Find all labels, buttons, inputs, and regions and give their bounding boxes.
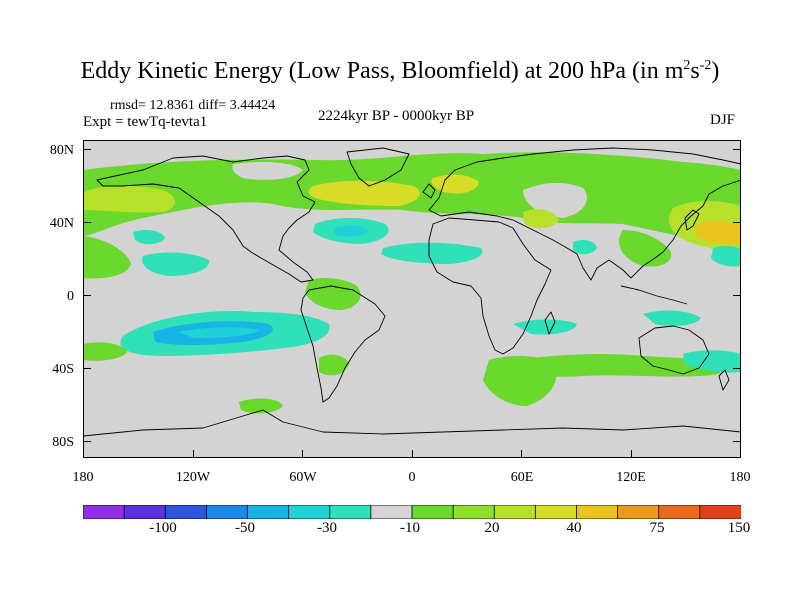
lon-label-120w: 120W: [175, 470, 211, 485]
anomaly-field: [83, 152, 741, 414]
north-america-outline: [96, 155, 316, 283]
colorbar-swatch: [534, 505, 578, 519]
lat-label-eq: 0: [67, 289, 74, 304]
rmsd-stats: rmsd= 12.8361 diff= 3.44424: [110, 98, 276, 113]
greenland-outline: [346, 147, 410, 187]
chart-title: Eddy Kinetic Energy (Low Pass, Bloomfiel…: [80, 58, 720, 84]
madagascar-outline: [544, 311, 556, 335]
colorbar-swatch: [576, 505, 619, 519]
colorbar-label: -10: [400, 520, 420, 536]
lon-label-180w: 180: [72, 470, 94, 485]
europe-yellow: [431, 174, 479, 194]
sahara-cyan: [381, 242, 483, 264]
colorbar: [83, 505, 741, 519]
sw-pacific-green: [83, 342, 127, 361]
s-pacific-edge-cyan: [683, 350, 741, 373]
uk-outline: [422, 183, 436, 199]
pacific-green-blob: [83, 236, 131, 279]
india-cyan: [573, 240, 597, 255]
japan-outline: [684, 209, 700, 231]
pacific-cyan-east: [711, 245, 741, 267]
tasman-cyan: [643, 310, 701, 326]
colorbar-swatch: [123, 505, 166, 519]
map-panel: [83, 140, 741, 458]
antarctica-outline: [83, 409, 741, 437]
lat-label-40s: 40S: [52, 362, 74, 377]
indian-ocean-green: [503, 354, 726, 377]
colorbar-label: -50: [235, 520, 255, 536]
colorbar-label: -30: [317, 520, 337, 536]
n-atlantic-yellow: [308, 180, 421, 206]
colorbar-swatch: [247, 505, 290, 519]
colorbar-swatch: [493, 505, 537, 519]
caribbean-green-blob: [305, 278, 361, 310]
lon-label-0: 0: [408, 470, 416, 485]
colorbar-swatch: [370, 505, 413, 519]
arabia-yellow: [523, 209, 559, 229]
colorbar-swatch: [164, 505, 208, 519]
lon-label-60w: 60W: [289, 470, 317, 485]
eurasia-outline: [428, 147, 741, 281]
colorbar-label: 20: [484, 520, 500, 536]
east-asia-green: [619, 230, 672, 267]
colorbar-swatch: [329, 505, 372, 519]
map-ticks: [83, 149, 741, 458]
n-pacific-yellow: [83, 185, 175, 213]
w-pacific-orange: [695, 220, 741, 245]
experiment-label: Expt = tewTq-tevta1: [83, 114, 208, 130]
africa-outline: [428, 217, 552, 355]
s-pacific-light-blue: [179, 327, 259, 338]
atlantic-blue: [333, 225, 369, 237]
pacific-cyan: [142, 252, 210, 276]
colorbar-swatch: [699, 505, 741, 519]
s-indian-cyan: [513, 319, 577, 335]
coastlines: [83, 147, 741, 437]
colorbar-swatch: [617, 505, 660, 519]
colorbar-swatch: [452, 505, 495, 519]
colorbar-label: 40: [566, 520, 582, 536]
colorbar-label: 75: [649, 520, 665, 536]
lat-label-80n: 80N: [49, 143, 74, 158]
lat-label-80s: 80S: [52, 435, 74, 450]
colorbar-label: 150: [727, 520, 751, 536]
season-label: DJF: [710, 112, 736, 128]
new-zealand-outline: [718, 369, 730, 391]
colorbar-swatch: [658, 505, 701, 519]
south-america-outline: [300, 285, 386, 403]
lon-label-120e: 120E: [616, 470, 646, 485]
period-label: 2224kyr BP - 0000kyr BP: [318, 108, 475, 124]
nh-green-gap-west: [232, 162, 303, 180]
lon-label-180e: 180: [729, 470, 751, 485]
australia-outline: [638, 325, 710, 375]
colorbar-swatch: [83, 505, 125, 519]
lat-label-40n: 40N: [49, 216, 74, 231]
colorbar-swatch: [411, 505, 454, 519]
colorbar-swatch: [205, 505, 249, 519]
colorbar-label: -100: [149, 520, 177, 536]
s-america-green: [319, 354, 349, 376]
s-ocean-green: [239, 398, 283, 414]
n-atlantic-cyan-small: [133, 230, 165, 245]
lon-label-60e: 60E: [510, 470, 534, 485]
indonesia-outline: [620, 285, 688, 305]
colorbar-swatch: [288, 505, 331, 519]
